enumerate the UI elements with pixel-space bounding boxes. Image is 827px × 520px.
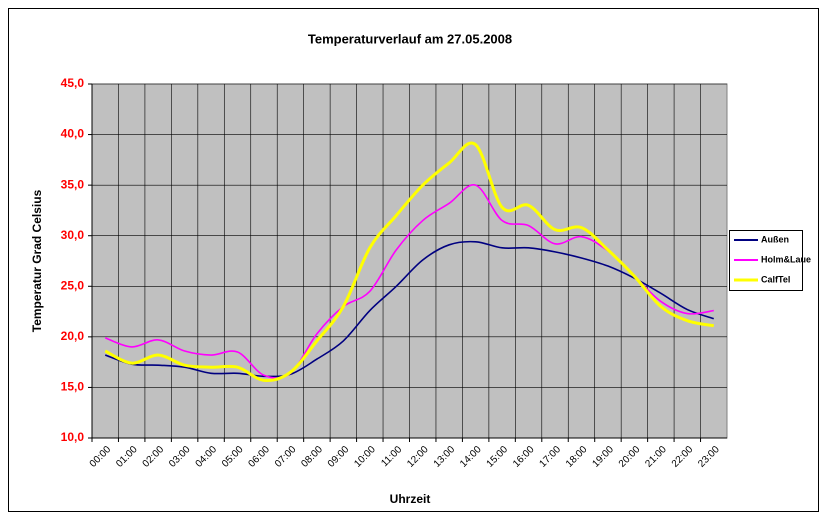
- chart-title: Temperaturverlauf am 27.05.2008: [308, 31, 512, 46]
- y-tick-label: 25,0: [61, 278, 85, 292]
- x-axis-title: Uhrzeit: [390, 492, 431, 506]
- y-tick-label: 10,0: [61, 430, 85, 444]
- legend-label: Außen: [761, 234, 789, 244]
- y-tick-label: 45,0: [61, 76, 85, 90]
- y-tick-label: 40,0: [61, 127, 85, 141]
- series-line: [104, 240, 715, 378]
- legend-label: CalfTel: [761, 274, 790, 284]
- series-line: [104, 141, 715, 383]
- legend-label: Holm&Laue: [761, 254, 811, 264]
- y-tick-label: 30,0: [61, 228, 85, 242]
- y-tick-label: 15,0: [61, 380, 85, 394]
- y-tick-label: 20,0: [61, 329, 85, 343]
- y-axis-title: Temperatur Grad Celsius: [30, 189, 44, 332]
- y-tick-label: 35,0: [61, 177, 85, 191]
